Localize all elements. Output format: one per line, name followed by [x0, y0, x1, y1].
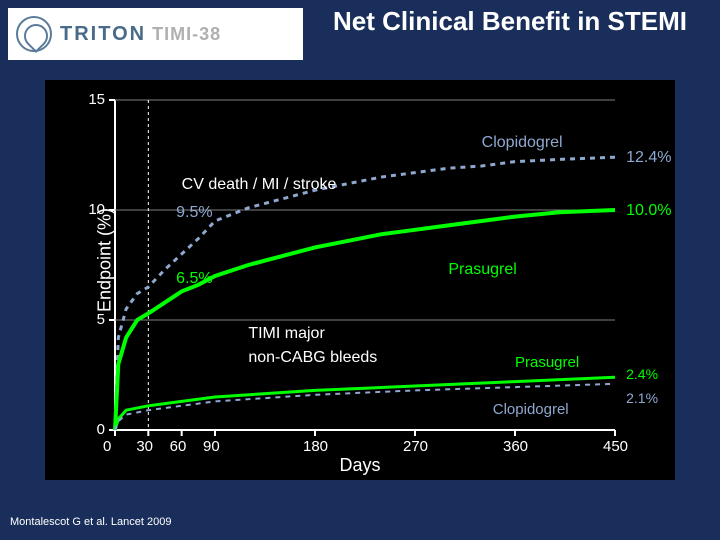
chart-annotation: non-CABG bleeds	[248, 349, 377, 367]
logo-box: TRITON TIMI-38	[8, 8, 303, 60]
chart-annotation: Clopidogrel	[482, 134, 563, 152]
chart-annotation: 2.1%	[626, 390, 658, 406]
x-tick-label: 30	[136, 438, 153, 455]
x-tick-label: 0	[103, 438, 111, 455]
chart-annotation: 10.0%	[626, 202, 671, 220]
x-tick-label: 180	[303, 438, 328, 455]
y-tick-label: 0	[97, 421, 105, 438]
x-tick-label: 270	[403, 438, 428, 455]
y-tick-label: 15	[88, 91, 105, 108]
chart-annotation: TIMI major	[248, 325, 324, 343]
y-tick-label: 10	[88, 201, 105, 218]
slide-title: Net Clinical Benefit in STEMI	[320, 6, 700, 37]
x-tick-label: 450	[603, 438, 628, 455]
x-tick-label: 360	[503, 438, 528, 455]
chart-annotation: 6.5%	[176, 270, 212, 288]
chart-annotation: 12.4%	[626, 149, 671, 167]
x-tick-label: 90	[203, 438, 220, 455]
chart-annotation: 9.5%	[176, 204, 212, 222]
chart-annotation: 2.4%	[626, 366, 658, 382]
logo-text-2: TIMI-38	[152, 24, 221, 45]
y-tick-label: 5	[97, 311, 105, 328]
chart-frame: Endpoint (%) Days 0 5 10 15 0 30 60 90 180 270 360…	[45, 80, 675, 480]
chart-annotation: Prasugrel	[448, 261, 516, 279]
x-tick-label: 60	[170, 438, 187, 455]
citation: Montalescot G et al. Lancet 2009	[10, 516, 171, 528]
triton-logo-icon	[16, 16, 52, 52]
chart-annotation: Clopidogrel	[493, 401, 569, 418]
x-axis-title: Days	[45, 455, 675, 476]
logo-text-1: TRITON	[60, 23, 146, 46]
chart-annotation: CV death / MI / stroke	[182, 176, 337, 194]
y-axis-title: Endpoint (%)	[95, 208, 116, 312]
chart-annotation: Prasugrel	[515, 354, 579, 371]
